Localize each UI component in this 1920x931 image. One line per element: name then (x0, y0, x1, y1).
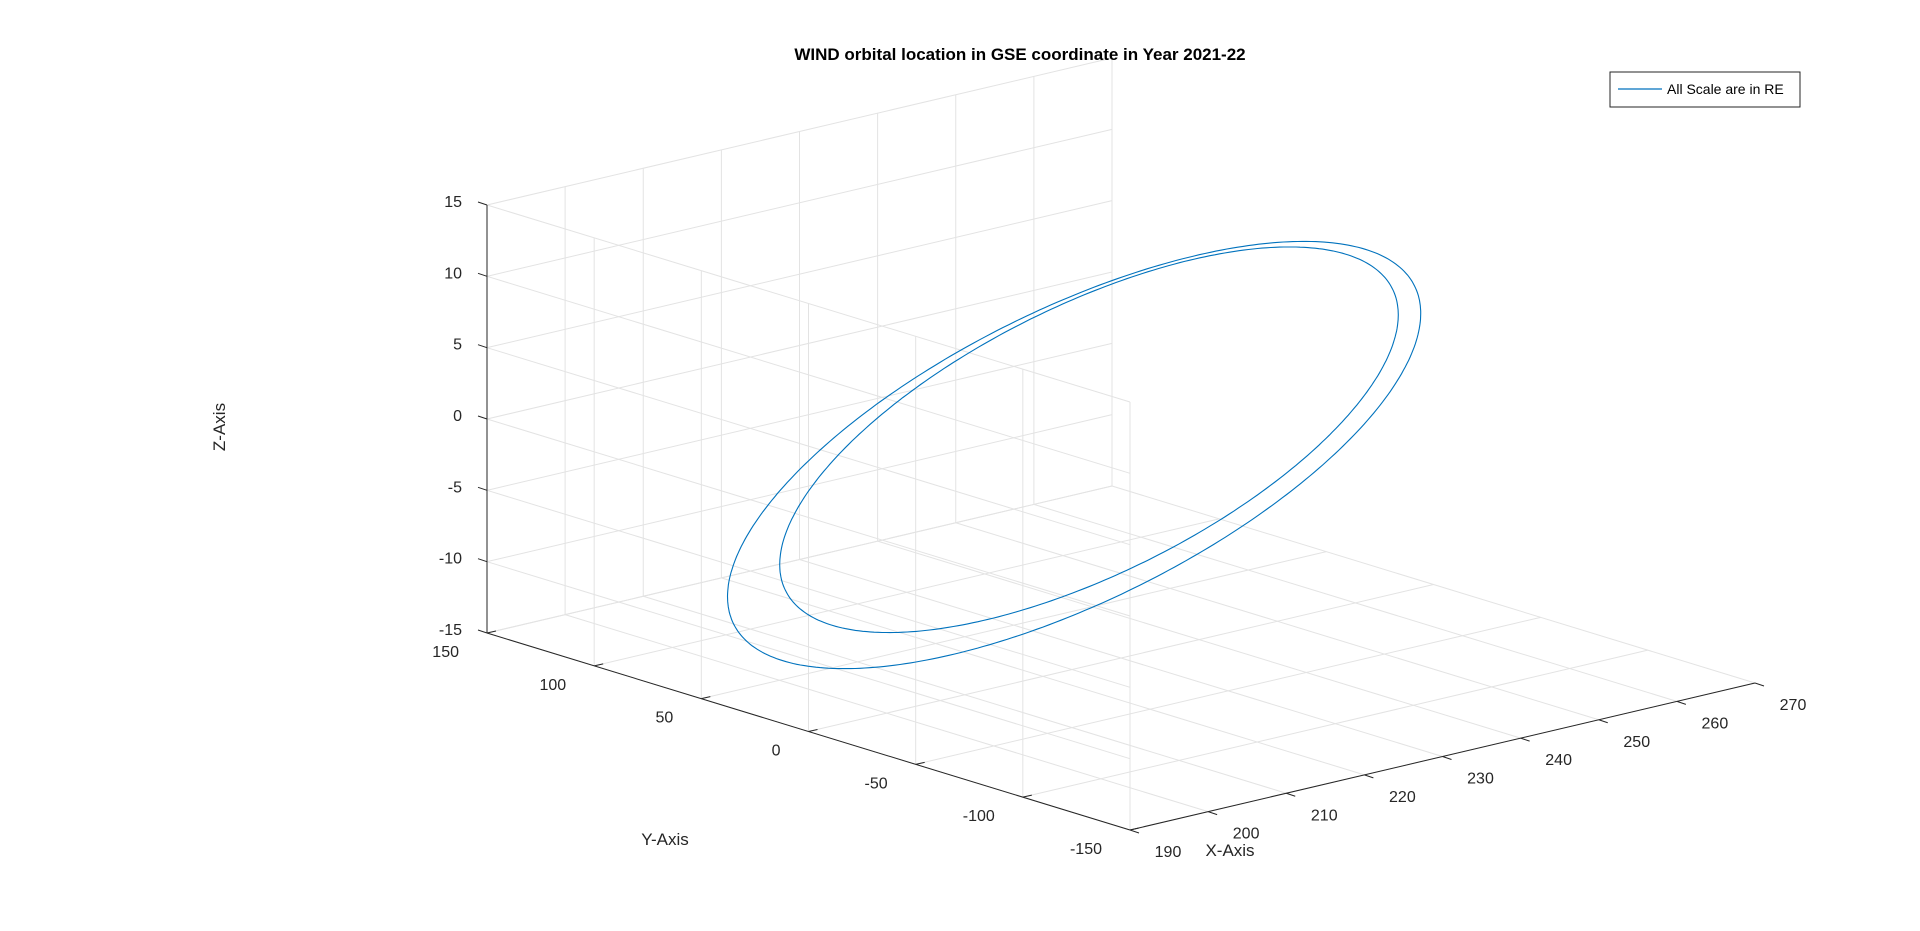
grid-line-wall-z-left (486, 561, 1131, 760)
grid-line-wall-z-right (486, 200, 1113, 349)
grid-line-floor-y (701, 551, 1327, 700)
x-tick (1442, 756, 1452, 760)
orbit-loop-2 (779, 246, 1399, 634)
grid-line-wall-z-left (486, 489, 1131, 688)
x-tick-label: 190 (1155, 844, 1182, 861)
grid-line-floor-y (808, 584, 1434, 732)
z-tick-label: -15 (439, 622, 462, 639)
z-tick (477, 272, 488, 277)
grid-line-floor-y (915, 616, 1541, 765)
y-tick (1022, 794, 1032, 798)
x-tick-label: 220 (1389, 789, 1416, 806)
y-tick (1129, 827, 1140, 831)
legend: All Scale are in RE (1609, 71, 1801, 108)
z-axis-title: Z-Axis (210, 403, 229, 451)
y-tick (915, 761, 925, 765)
x-tick (1286, 792, 1296, 797)
z-tick (477, 558, 488, 563)
x-tick (1676, 700, 1687, 705)
x-tick-label: 260 (1702, 715, 1729, 732)
x-tick-label: 250 (1623, 734, 1650, 751)
y-axis-title: Y-Axis (641, 830, 689, 849)
grid-line-wall-z-left (486, 347, 1131, 546)
grid-line-wall-z-right (486, 57, 1113, 206)
x-tick-label: 270 (1780, 697, 1807, 714)
label-layer: 190200210220230240250260270-150-100-5005… (432, 194, 1806, 861)
y-tick-label: 0 (772, 743, 781, 760)
x-tick (1520, 737, 1530, 742)
grid-line-wall-z-right (486, 342, 1113, 491)
z-tick-label: 10 (444, 265, 462, 282)
grid-line-floor-y (594, 518, 1220, 667)
axis-layer (477, 201, 1765, 834)
y-tick-label: -100 (963, 808, 995, 825)
y-tick-label: 50 (656, 710, 674, 727)
z-tick-label: 5 (453, 337, 462, 354)
series-layer (726, 240, 1422, 670)
z-tick (477, 201, 488, 206)
x-tick-label: 210 (1311, 807, 1338, 824)
chart-title: WIND orbital location in GSE coordinate … (794, 45, 1245, 64)
x-tick (1129, 829, 1140, 834)
grid-line-wall-z-left (486, 204, 1131, 403)
z-tick (477, 415, 488, 420)
y-tick-label: -150 (1070, 841, 1102, 858)
z-tick (477, 486, 488, 491)
z-tick (477, 629, 488, 634)
grid-line-wall-z-right (486, 128, 1113, 277)
y-tick (486, 630, 497, 634)
y-tick (808, 729, 818, 732)
y-tick-label: 150 (432, 644, 459, 661)
grid-line-wall-z-left (486, 275, 1131, 474)
x-tick (1754, 682, 1765, 687)
z-tick-label: -10 (439, 551, 462, 568)
y-tick-label: 100 (539, 677, 566, 694)
grid-layer (486, 57, 1756, 831)
legend-label: All Scale are in RE (1667, 81, 1784, 97)
x-axis-title: X-Axis (1205, 841, 1254, 860)
grid-line-wall-z-right (486, 271, 1113, 420)
y-tick (594, 663, 604, 667)
z-tick (477, 344, 488, 349)
y-tick-label: -50 (865, 775, 888, 792)
z-tick-label: 15 (444, 194, 462, 211)
y-tick (701, 696, 711, 700)
x-tick (1598, 719, 1608, 724)
x-tick (1207, 811, 1218, 816)
z-tick-label: 0 (453, 408, 462, 425)
x-tick (1364, 774, 1374, 779)
z-tick-label: -5 (448, 479, 462, 496)
x-tick-label: 240 (1545, 752, 1572, 769)
grid-line-wall-z-right (486, 485, 1113, 634)
grid-line-wall-z-left (486, 418, 1131, 617)
grid-line-wall-z-right (486, 414, 1113, 563)
orbit-loop-1 (726, 240, 1422, 670)
grid-line-floor-y (1022, 649, 1648, 798)
x-tick-label: 230 (1467, 771, 1494, 788)
x-tick-label: 200 (1233, 826, 1260, 843)
